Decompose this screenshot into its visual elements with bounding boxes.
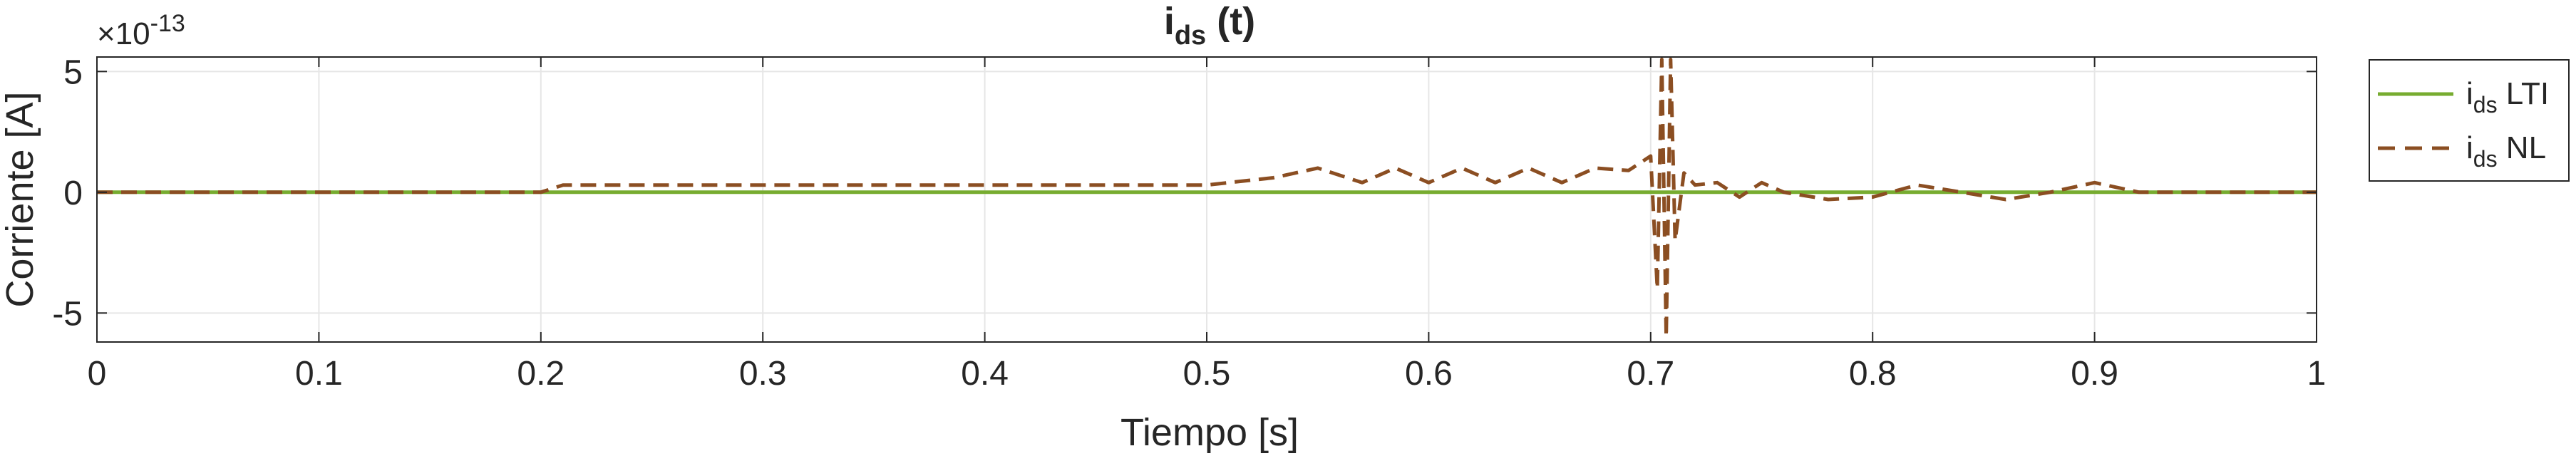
x-tick-label: 0.5 bbox=[1183, 355, 1231, 393]
series-layer bbox=[97, 57, 2317, 339]
chart-title: ids (t) bbox=[1164, 0, 1255, 51]
x-tick-label: 0.7 bbox=[1627, 355, 1674, 393]
legend-label-lti: ids LTI bbox=[2466, 76, 2549, 118]
x-tick-label: 0.1 bbox=[295, 355, 343, 393]
chart-title-sub: ds bbox=[1175, 21, 1206, 51]
chart-title-main: i bbox=[1164, 0, 1175, 43]
legend-label-nl-main: i bbox=[2466, 130, 2473, 165]
series-line-nl bbox=[97, 57, 2317, 339]
chart-title-rest: (t) bbox=[1206, 0, 1255, 43]
legend-label-lti-main: i bbox=[2466, 76, 2473, 111]
legend-label-nl-rest: NL bbox=[2498, 130, 2546, 165]
y-tick-label: -5 bbox=[52, 295, 83, 333]
legend: ids LTI ids NL bbox=[2369, 59, 2570, 182]
x-axis-label: Tiempo [s] bbox=[1120, 411, 1299, 454]
x-tick-label: 0.3 bbox=[739, 355, 787, 393]
y-exponent-label: ×10-13 bbox=[97, 10, 185, 51]
y-exponent-base: ×10 bbox=[97, 16, 150, 51]
legend-label-lti-sub: ds bbox=[2473, 92, 2498, 118]
legend-label-lti-rest: LTI bbox=[2498, 76, 2550, 111]
x-tick-label: 0.2 bbox=[517, 355, 565, 393]
y-exponent-power: -13 bbox=[150, 10, 185, 37]
grid-lines bbox=[96, 57, 2317, 342]
tick-layer: 0 0.1 0.2 0.3 0.4 0.5 0.6 0.7 0.8 0.9 150-5 bbox=[52, 53, 2326, 393]
x-tick-label: 0.9 bbox=[2071, 355, 2118, 393]
legend-label-nl-sub: ds bbox=[2473, 146, 2498, 172]
y-axis-label: Corriente [A] bbox=[0, 91, 41, 307]
x-tick-label: 0 bbox=[88, 355, 107, 393]
legend-box bbox=[2369, 59, 2570, 182]
y-tick-label: 5 bbox=[63, 53, 83, 91]
x-tick-label: 1 bbox=[2307, 355, 2327, 393]
x-tick-label: 0.8 bbox=[1849, 355, 1897, 393]
legend-label-nl: ids NL bbox=[2466, 130, 2546, 172]
y-tick-label: 0 bbox=[63, 175, 83, 212]
x-tick-label: 0.6 bbox=[1405, 355, 1453, 393]
x-tick-label: 0.4 bbox=[961, 355, 1009, 393]
